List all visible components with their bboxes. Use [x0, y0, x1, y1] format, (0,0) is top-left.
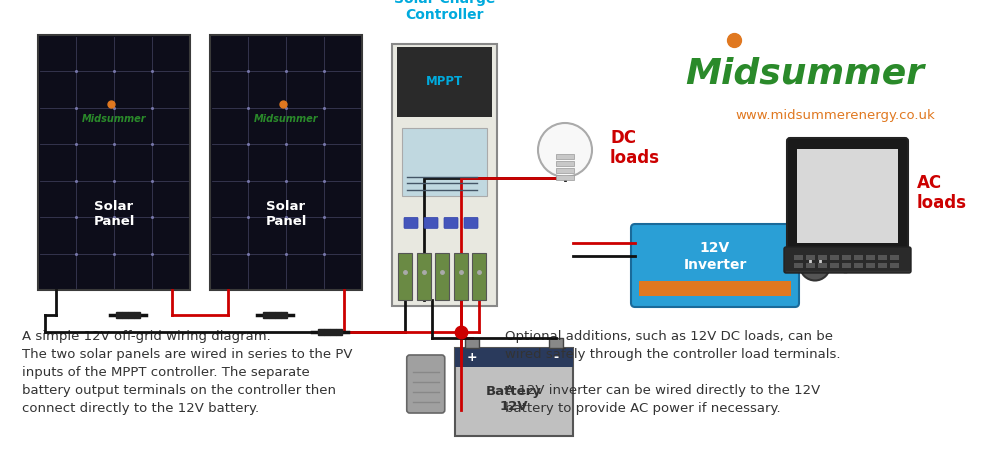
FancyBboxPatch shape — [416, 253, 430, 300]
FancyBboxPatch shape — [455, 348, 573, 367]
FancyBboxPatch shape — [444, 218, 458, 229]
FancyBboxPatch shape — [787, 138, 908, 254]
FancyBboxPatch shape — [454, 253, 468, 300]
Text: AC
loads: AC loads — [917, 174, 967, 213]
Text: +: + — [467, 351, 477, 364]
Text: MPPT: MPPT — [426, 76, 463, 88]
FancyBboxPatch shape — [830, 255, 839, 260]
Text: Midsummer: Midsummer — [82, 114, 146, 124]
FancyBboxPatch shape — [435, 253, 449, 300]
Text: Solar
Panel: Solar Panel — [265, 200, 307, 228]
FancyBboxPatch shape — [806, 255, 815, 260]
FancyBboxPatch shape — [549, 338, 563, 348]
FancyBboxPatch shape — [854, 262, 863, 268]
Circle shape — [538, 123, 592, 177]
FancyBboxPatch shape — [878, 255, 887, 260]
Text: www.midsummerenergy.co.uk: www.midsummerenergy.co.uk — [735, 109, 935, 121]
FancyBboxPatch shape — [472, 253, 486, 300]
FancyBboxPatch shape — [398, 253, 412, 300]
FancyBboxPatch shape — [556, 154, 574, 159]
FancyBboxPatch shape — [464, 218, 478, 229]
FancyBboxPatch shape — [402, 128, 487, 196]
FancyBboxPatch shape — [556, 168, 574, 173]
FancyBboxPatch shape — [424, 218, 438, 229]
FancyBboxPatch shape — [794, 262, 803, 268]
FancyBboxPatch shape — [556, 175, 574, 180]
FancyBboxPatch shape — [890, 255, 899, 260]
FancyBboxPatch shape — [407, 355, 445, 413]
FancyBboxPatch shape — [210, 35, 362, 290]
FancyBboxPatch shape — [784, 247, 911, 273]
Text: Optional additions, such as 12V DC loads, can be
wired safely through the contro: Optional additions, such as 12V DC loads… — [505, 330, 840, 415]
FancyBboxPatch shape — [631, 224, 799, 307]
Text: Battery
12V: Battery 12V — [486, 385, 542, 413]
FancyBboxPatch shape — [404, 218, 418, 229]
FancyBboxPatch shape — [797, 149, 898, 243]
Text: Solar Charge
Controller: Solar Charge Controller — [394, 0, 495, 22]
FancyBboxPatch shape — [465, 338, 479, 348]
FancyBboxPatch shape — [866, 262, 875, 268]
FancyBboxPatch shape — [866, 255, 875, 260]
FancyBboxPatch shape — [842, 255, 851, 260]
FancyBboxPatch shape — [818, 255, 827, 260]
Text: Midsummer: Midsummer — [254, 114, 318, 124]
FancyBboxPatch shape — [38, 35, 190, 290]
FancyBboxPatch shape — [830, 262, 839, 268]
FancyBboxPatch shape — [854, 255, 863, 260]
FancyBboxPatch shape — [639, 281, 791, 296]
Text: 12V
Inverter: 12V Inverter — [683, 241, 747, 272]
FancyBboxPatch shape — [806, 262, 815, 268]
FancyBboxPatch shape — [556, 161, 574, 166]
Text: A simple 12V off-grid wiring diagram.
The two solar panels are wired in series t: A simple 12V off-grid wiring diagram. Th… — [22, 330, 352, 415]
FancyBboxPatch shape — [455, 348, 573, 436]
FancyBboxPatch shape — [890, 262, 899, 268]
Text: -: - — [553, 351, 559, 364]
FancyBboxPatch shape — [392, 44, 497, 306]
FancyBboxPatch shape — [794, 255, 803, 260]
FancyBboxPatch shape — [818, 262, 827, 268]
FancyBboxPatch shape — [842, 262, 851, 268]
FancyBboxPatch shape — [878, 262, 887, 268]
Circle shape — [800, 251, 830, 280]
Text: Midsummer: Midsummer — [685, 56, 924, 90]
FancyBboxPatch shape — [397, 47, 492, 117]
Text: DC
loads: DC loads — [610, 129, 660, 168]
Text: Solar
Panel: Solar Panel — [93, 200, 135, 228]
